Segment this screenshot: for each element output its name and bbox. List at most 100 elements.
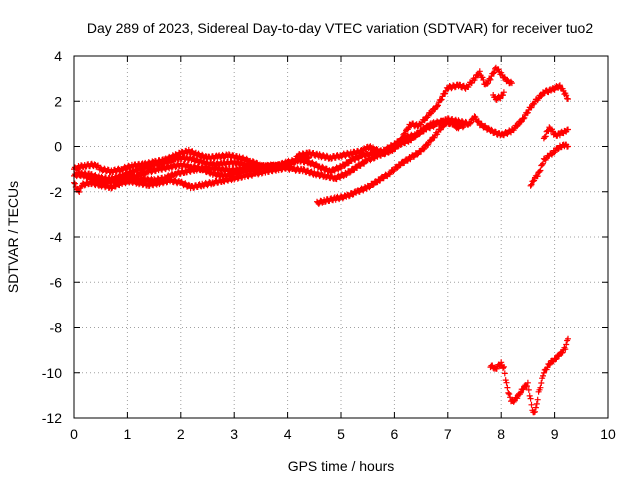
data-point [438, 96, 445, 103]
data-point [476, 68, 483, 75]
y-tick-label: -6 [50, 274, 63, 290]
y-tick-label: -8 [50, 320, 63, 336]
data-point [503, 379, 510, 386]
data-point [542, 133, 549, 140]
data-point [484, 81, 490, 87]
data-point [345, 160, 352, 167]
data-point [500, 363, 507, 370]
data-point [319, 163, 326, 170]
data-point [525, 386, 532, 393]
data-point [501, 370, 508, 377]
data-point [563, 92, 570, 99]
data-point [562, 346, 569, 353]
y-tick-label: -2 [50, 184, 63, 200]
data-point [306, 154, 312, 161]
data-point [530, 178, 537, 185]
data-series [540, 124, 571, 142]
data-point [291, 159, 298, 166]
y-tick-label: -10 [42, 365, 62, 381]
data-point [405, 124, 412, 131]
data-point [418, 128, 425, 135]
data-point [421, 145, 428, 152]
data-point [484, 80, 491, 87]
data-point [420, 146, 427, 153]
data-point [565, 126, 571, 133]
data-point [538, 380, 545, 386]
data-point [435, 102, 441, 109]
data-series [314, 117, 462, 207]
data-point [455, 125, 462, 132]
x-axis-label: GPS time / hours [288, 458, 395, 474]
x-tick-label: 1 [124, 426, 132, 442]
data-point [533, 400, 540, 407]
data-point [467, 120, 474, 127]
data-series [490, 89, 507, 103]
data-point [565, 96, 571, 102]
x-tick-label: 3 [230, 426, 238, 442]
data-point [521, 114, 528, 121]
data-point [504, 384, 511, 391]
data-point [442, 90, 449, 97]
data-point [414, 151, 421, 158]
x-tick-label: 8 [497, 426, 505, 442]
data-point [524, 379, 531, 386]
data-point [488, 126, 495, 133]
data-points [71, 64, 571, 416]
data-point [497, 95, 504, 102]
x-tick-label: 9 [551, 426, 559, 442]
data-point [500, 92, 506, 99]
data-point [517, 119, 524, 126]
y-tick-label: -12 [42, 410, 62, 426]
data-point [540, 372, 546, 379]
data-point [552, 356, 559, 363]
data-point [370, 182, 376, 188]
data-point [507, 394, 514, 401]
data-point [460, 123, 467, 130]
data-point [546, 361, 553, 368]
data-point [504, 77, 511, 83]
data-point [471, 113, 478, 120]
data-point [71, 180, 78, 187]
x-tick-label: 0 [70, 426, 78, 442]
y-tick-label: 4 [54, 48, 62, 64]
data-point [459, 124, 466, 131]
data-series [487, 335, 571, 416]
data-point [490, 70, 497, 77]
data-point [500, 365, 506, 372]
data-point [428, 109, 435, 116]
data-point [505, 389, 512, 396]
data-point [537, 167, 544, 174]
data-point [534, 173, 541, 180]
data-point [517, 389, 524, 396]
data-point [526, 392, 533, 399]
data-point [537, 384, 544, 391]
data-point [487, 76, 494, 83]
data-point [273, 166, 280, 173]
data-point [527, 395, 534, 402]
data-point [341, 162, 348, 169]
y-tick-label: 0 [54, 139, 62, 155]
data-point [528, 401, 535, 408]
data-point [540, 160, 546, 167]
data-point [524, 109, 531, 116]
x-tick-label: 4 [284, 426, 292, 442]
data-point [563, 341, 570, 348]
chart-title: Day 289 of 2023, Sidereal Day-to-day VTE… [87, 20, 594, 36]
data-point [506, 391, 513, 397]
data-point [508, 80, 515, 87]
data-point [528, 181, 535, 188]
data-point [539, 161, 546, 168]
x-tick-label: 7 [444, 426, 452, 442]
data-point [467, 119, 474, 126]
data-point [391, 145, 398, 152]
data-point [527, 182, 534, 189]
x-tick-label: 10 [600, 426, 616, 442]
data-point [536, 168, 543, 175]
data-series [527, 141, 571, 189]
data-point [434, 103, 441, 110]
data-point [427, 110, 434, 117]
data-point [520, 115, 527, 122]
y-axis-label: SDTVAR / TECUs [5, 181, 21, 293]
